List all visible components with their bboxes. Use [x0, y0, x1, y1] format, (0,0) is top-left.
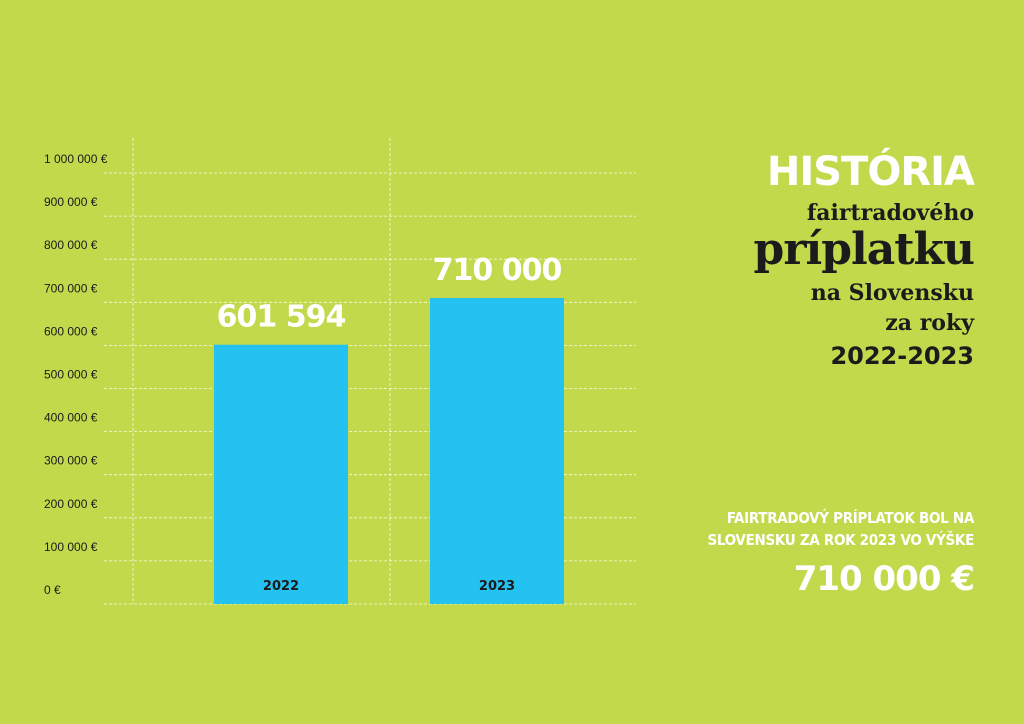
summary-line-2: SLOVENSKU ZA ROK 2023 VO VÝŠKE: [707, 531, 974, 549]
bar-value-label: 601 594: [217, 300, 346, 335]
title-na-slovensku: na Slovensku: [810, 280, 974, 306]
bar-2023: [430, 297, 564, 604]
title-za-roky: za roky: [885, 310, 974, 336]
grid-lines: [104, 138, 636, 605]
summary-amount: 710 000 €: [793, 559, 975, 599]
summary-block: FAIRTRADOVÝ PRÍPLATOK BOL NA SLOVENSKU Z…: [707, 507, 975, 599]
bars: 601 594 2022 710 000 2023: [214, 253, 564, 604]
bar-value-label: 710 000: [433, 253, 562, 288]
y-axis-ticks: 0 € 100 000 € 200 000 € 300 000 € 400 000 € 5…: [44, 152, 108, 597]
summary-line-1: FAIRTRADOVÝ PRÍPLATOK BOL NA: [726, 509, 974, 527]
title-priplatku: príplatku: [753, 224, 975, 275]
bar-2022: [214, 344, 348, 604]
y-tick-label: 0 €: [44, 583, 61, 597]
title-fairtradoveho: fairtradového: [806, 200, 974, 226]
y-tick-label: 700 000 €: [44, 281, 98, 295]
y-tick-label: 600 000 €: [44, 324, 98, 338]
bar-chart: 0 € 100 000 € 200 000 € 300 000 € 400 000 € 5…: [44, 138, 636, 605]
title-years: 2022-2023: [830, 342, 974, 370]
title-historia: HISTÓRIA: [766, 149, 975, 195]
bar-category-label: 2022: [263, 579, 299, 594]
y-tick-label: 800 000 €: [44, 238, 98, 252]
y-tick-label: 100 000 €: [44, 540, 98, 554]
y-tick-label: 200 000 €: [44, 497, 98, 511]
y-tick-label: 1 000 000 €: [44, 152, 108, 166]
bar-category-label: 2023: [479, 579, 515, 594]
y-tick-label: 500 000 €: [44, 368, 98, 382]
y-tick-label: 400 000 €: [44, 411, 98, 425]
title-block: HISTÓRIA fairtradového príplatku na Slov…: [753, 149, 975, 370]
y-tick-label: 300 000 €: [44, 454, 98, 468]
y-tick-label: 900 000 €: [44, 195, 98, 209]
